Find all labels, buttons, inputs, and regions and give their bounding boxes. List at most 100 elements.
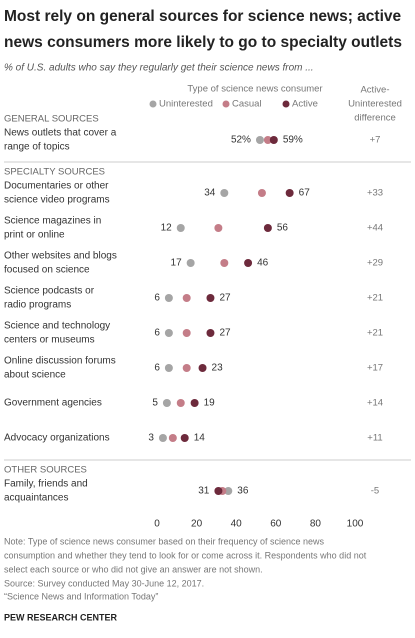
x-tick-label: 60 <box>270 519 282 530</box>
subtitle: % of U.S. adults who say they regularly … <box>4 63 314 74</box>
value-label: 36 <box>237 486 249 497</box>
dot <box>224 487 233 495</box>
value-label: 6 <box>154 293 160 304</box>
dot <box>198 364 207 372</box>
legend-label: Uninterested <box>159 99 213 110</box>
dot <box>186 259 195 267</box>
dot <box>176 399 185 407</box>
note: Source: Survey conducted May 30-June 12,… <box>4 578 204 588</box>
x-tick-label: 0 <box>154 519 160 530</box>
category-label: Online discussion forums <box>4 356 116 367</box>
chart-title: news consumers more likely to go to spec… <box>4 34 402 51</box>
value-label: 5 <box>152 398 158 409</box>
category-label: Documentaries or other <box>4 181 109 192</box>
dot <box>182 364 191 372</box>
chart-title: Most rely on general sources for science… <box>4 8 402 25</box>
category-label: Family, friends and <box>4 479 88 490</box>
value-label: 17 <box>171 258 183 269</box>
dot <box>176 224 185 232</box>
value-label: 27 <box>219 328 231 339</box>
category-label: Other websites and blogs <box>4 251 117 262</box>
difference: +11 <box>367 433 382 444</box>
value-label: 52% <box>231 135 251 146</box>
difference: +17 <box>367 363 383 374</box>
legend-marker <box>282 100 290 108</box>
value-label: 3 <box>148 433 154 444</box>
note: Note: Type of science news consumer base… <box>4 536 325 546</box>
category-label: range of topics <box>4 142 70 153</box>
dot <box>182 329 191 337</box>
value-label: 19 <box>204 398 216 409</box>
dot <box>164 364 173 372</box>
legend-marker <box>222 100 230 108</box>
dot <box>244 259 253 267</box>
dot <box>285 189 294 197</box>
value-label: 67 <box>299 188 311 199</box>
note: consumption and whether they tend to loo… <box>4 550 367 560</box>
x-tick-label: 40 <box>231 519 243 530</box>
category-label: science video programs <box>4 195 110 206</box>
value-label: 31 <box>198 486 210 497</box>
dot <box>269 136 278 144</box>
dot <box>190 399 199 407</box>
value-label: 6 <box>154 363 160 374</box>
legend-label: Active <box>292 99 318 110</box>
value-label: 23 <box>212 363 224 374</box>
source: PEW RESEARCH CENTER <box>4 612 118 622</box>
note: “Science News and Information Today” <box>4 591 158 601</box>
dot <box>164 294 173 302</box>
dot <box>255 136 264 144</box>
difference-header: Uninterested <box>348 99 402 110</box>
value-label: 34 <box>204 188 216 199</box>
x-tick-label: 100 <box>347 519 364 530</box>
category-label: radio programs <box>4 300 71 311</box>
legend-label: Casual <box>232 99 262 110</box>
dot <box>206 294 215 302</box>
dot <box>220 189 229 197</box>
difference: +29 <box>367 258 383 269</box>
legend-marker <box>149 100 157 108</box>
dot <box>164 329 173 337</box>
dot <box>220 259 229 267</box>
group-label: OTHER SOURCES <box>4 465 87 476</box>
value-label: 46 <box>257 258 269 269</box>
difference-header: difference <box>354 113 396 124</box>
group-label: SPECIALTY SOURCES <box>4 167 105 178</box>
value-label: 14 <box>194 433 206 444</box>
category-label: Science magazines in <box>4 216 101 227</box>
dot <box>158 434 167 442</box>
category-label: focused on science <box>4 265 90 276</box>
difference: -5 <box>371 486 379 497</box>
dot <box>206 329 215 337</box>
difference: +14 <box>367 398 383 409</box>
category-label: about science <box>4 370 66 381</box>
note: select each source or who did not give a… <box>4 564 263 574</box>
difference-header: Active- <box>360 85 389 96</box>
category-label: Science and technology <box>4 321 110 332</box>
dot <box>263 136 272 144</box>
group-label: GENERAL SOURCES <box>4 114 99 125</box>
value-label: 59% <box>283 135 303 146</box>
dot <box>182 294 191 302</box>
category-label: Government agencies <box>4 398 102 409</box>
difference: +21 <box>367 328 383 339</box>
dot <box>257 189 266 197</box>
difference: +33 <box>367 188 383 199</box>
category-label: News outlets that cover a <box>4 128 117 139</box>
dot <box>180 434 189 442</box>
dot <box>162 399 171 407</box>
dot <box>168 434 177 442</box>
category-label: Science podcasts or <box>4 286 95 297</box>
dot <box>263 224 272 232</box>
difference: +44 <box>367 223 383 234</box>
value-label: 56 <box>277 223 289 234</box>
value-label: 6 <box>154 328 160 339</box>
difference: +21 <box>367 293 383 304</box>
category-label: Advocacy organizations <box>4 433 110 444</box>
legend-title: Type of science news consumer <box>187 84 322 95</box>
dot <box>214 224 223 232</box>
value-label: 27 <box>219 293 231 304</box>
category-label: print or online <box>4 230 65 241</box>
value-label: 12 <box>161 223 173 234</box>
